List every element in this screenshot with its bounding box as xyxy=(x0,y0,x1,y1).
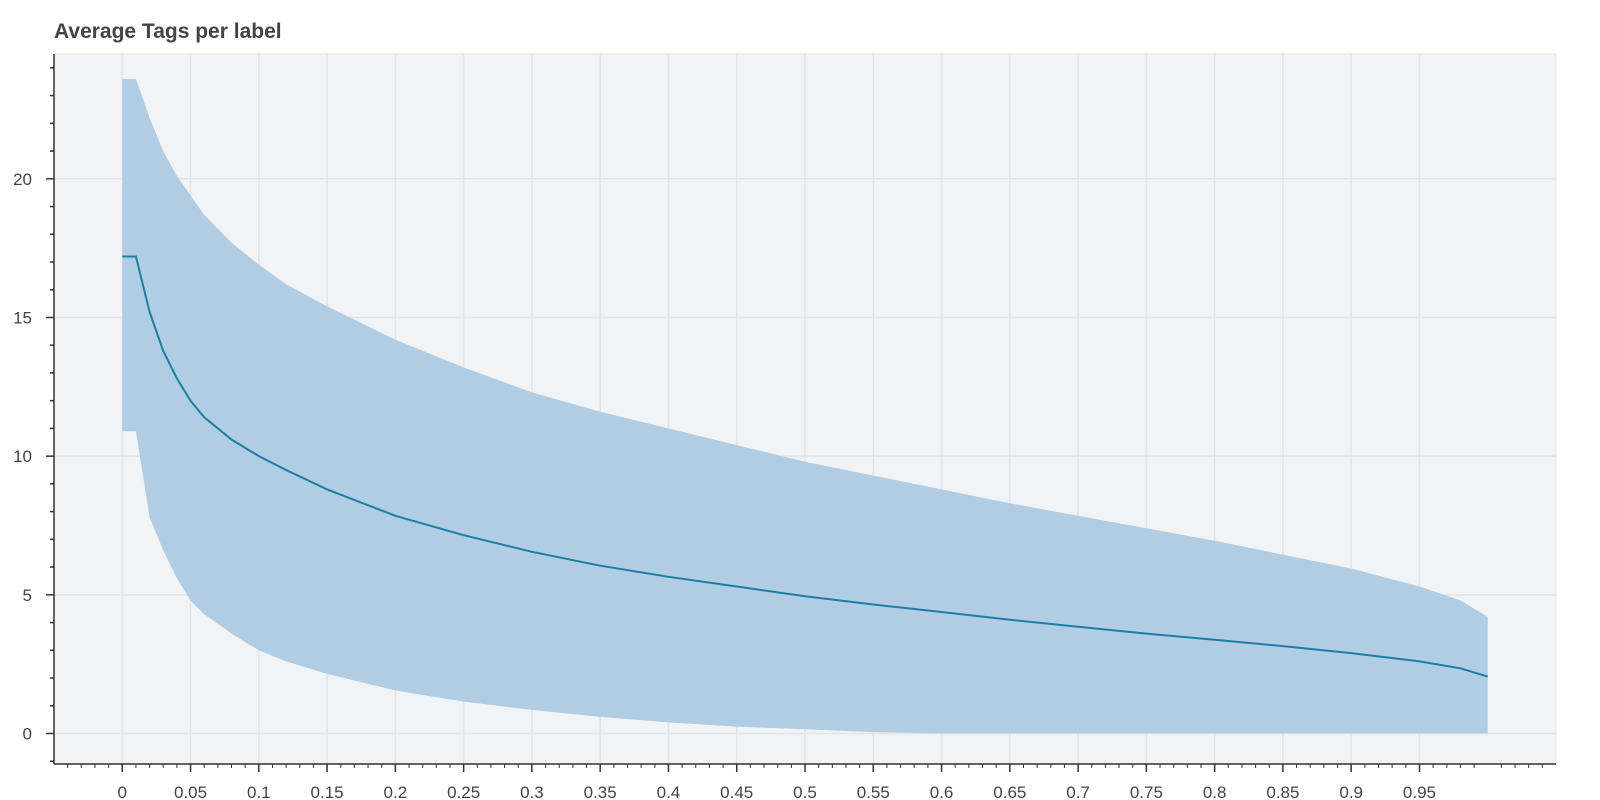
x-tick-label: 0.95 xyxy=(1403,783,1436,800)
mean-series-line xyxy=(122,255,1488,678)
y-tick-label: 20 xyxy=(13,170,32,189)
x-tick-label: 0.8 xyxy=(1203,783,1227,800)
y-tick-label: 15 xyxy=(13,308,32,327)
x-tick-label: 0.7 xyxy=(1066,783,1090,800)
x-tick-label: 0.05 xyxy=(174,783,207,800)
x-tick-label: 0.3 xyxy=(520,783,544,800)
y-tick-label: 5 xyxy=(23,586,32,605)
x-tick-label: 0.35 xyxy=(584,783,617,800)
x-tick-label: 0.85 xyxy=(1266,783,1299,800)
x-tick-label: 0.15 xyxy=(311,783,344,800)
x-tick-label: 0 xyxy=(118,783,127,800)
x-tick-label: 0.4 xyxy=(657,783,681,800)
x-tick-label: 0.9 xyxy=(1339,783,1363,800)
x-tick-label: 0.5 xyxy=(793,783,817,800)
y-tick-label: 10 xyxy=(13,447,32,466)
std-band-area xyxy=(122,79,1488,734)
x-tick-label: 0.55 xyxy=(857,783,890,800)
y-tick-label: 0 xyxy=(23,724,32,743)
x-tick-label: 0.75 xyxy=(1130,783,1163,800)
x-tick-label: 0.25 xyxy=(447,783,480,800)
x-tick-label: 0.6 xyxy=(930,783,954,800)
x-tick-label: 0.45 xyxy=(720,783,753,800)
x-tick-label: 0.2 xyxy=(384,783,408,800)
chart-title: Average Tags per label xyxy=(54,20,282,43)
axes: 0 5 10 15 20 0 0.05 0.1 0.15 0.2 0.25 0.3 0.35 0.4 0.4… xyxy=(13,54,1556,800)
x-tick-label: 0.65 xyxy=(993,783,1026,800)
x-tick-label: 0.1 xyxy=(247,783,271,800)
